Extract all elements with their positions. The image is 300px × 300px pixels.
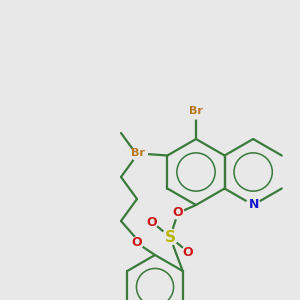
Text: Br: Br <box>131 148 146 158</box>
Text: O: O <box>183 245 193 259</box>
Text: S: S <box>164 230 175 244</box>
Text: O: O <box>147 215 157 229</box>
Circle shape <box>172 207 184 219</box>
Text: O: O <box>173 206 183 220</box>
Circle shape <box>188 103 204 119</box>
Circle shape <box>246 198 260 212</box>
Circle shape <box>182 246 194 258</box>
Circle shape <box>162 229 178 245</box>
Text: Br: Br <box>189 106 203 116</box>
Text: N: N <box>249 199 259 212</box>
Circle shape <box>146 216 158 228</box>
Circle shape <box>131 146 147 161</box>
Text: O: O <box>132 236 142 250</box>
Circle shape <box>131 237 143 249</box>
